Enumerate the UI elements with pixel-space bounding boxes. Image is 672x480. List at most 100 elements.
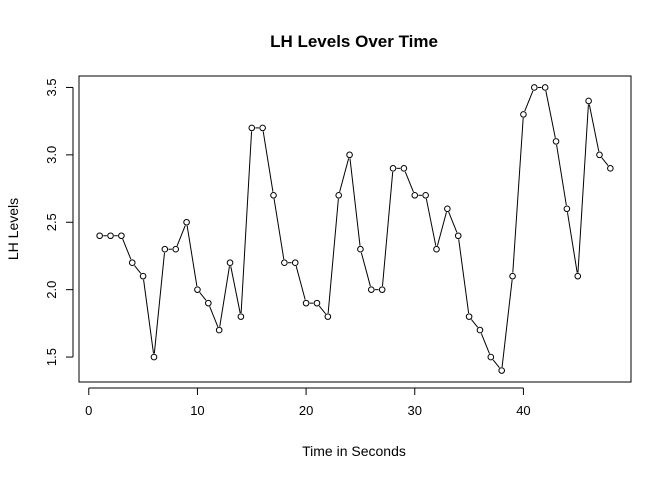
data-point	[237, 313, 245, 320]
series-line-segment	[230, 266, 241, 314]
data-point	[487, 353, 495, 361]
y-tick-label: 3.5	[44, 78, 59, 96]
series-line-segment	[122, 238, 132, 260]
series-line-segment	[153, 252, 165, 354]
data-point	[520, 111, 527, 118]
data-point	[433, 245, 440, 253]
series-line-segment	[262, 131, 274, 192]
data-point	[183, 218, 190, 226]
series-line-segment	[199, 292, 207, 301]
x-axis-label: Time in Seconds	[302, 443, 406, 459]
x-tick-label: 40	[516, 403, 530, 418]
data-point	[585, 97, 592, 105]
data-point	[107, 232, 114, 240]
series-line-segment	[470, 319, 479, 328]
data-point	[128, 259, 136, 267]
data-point	[302, 299, 310, 307]
y-tick-label: 2.5	[44, 213, 59, 231]
data-point	[357, 245, 364, 253]
data-point	[389, 165, 397, 172]
x-tick-label: 0	[85, 403, 92, 418]
data-point	[172, 245, 180, 253]
series-line-segment	[512, 117, 524, 273]
series-line-segment	[143, 279, 154, 354]
data-point	[161, 245, 169, 253]
data-point	[215, 326, 223, 334]
series-line-segment	[436, 212, 447, 246]
data-point	[530, 84, 538, 91]
y-tick-label: 1.5	[44, 348, 59, 366]
series-line-segment	[566, 212, 578, 273]
series-line-segment	[545, 90, 556, 138]
data-point	[498, 367, 505, 374]
data-point	[552, 138, 560, 145]
data-point	[411, 191, 419, 199]
data-point	[465, 313, 473, 320]
chart-title: LH Levels Over Time	[270, 32, 438, 51]
data-point	[291, 259, 299, 267]
data-point	[400, 165, 408, 172]
data-point	[281, 259, 288, 267]
series-line-segment	[492, 359, 500, 369]
data-point	[324, 313, 332, 320]
series-line-segment	[601, 157, 609, 166]
series-line-segment	[425, 198, 437, 246]
data-point	[248, 124, 256, 132]
data-point	[259, 124, 266, 132]
data-point	[346, 151, 353, 159]
series-line-segment	[501, 279, 513, 368]
y-axis: 1.5 2.0 2.5 3.0 3.5	[44, 78, 74, 366]
data-point	[335, 191, 343, 199]
series-line-segment	[448, 211, 458, 233]
series-line-segment	[134, 265, 142, 274]
series-line-segment	[458, 239, 470, 314]
series-group	[96, 84, 614, 374]
data-point	[118, 232, 125, 240]
data-point	[509, 272, 516, 280]
series-line-segment	[209, 306, 219, 327]
series-line-segment	[339, 158, 350, 192]
series-line-segment	[577, 104, 589, 273]
data-point	[563, 205, 571, 213]
data-point	[378, 286, 386, 293]
x-tick-label: 30	[408, 403, 422, 418]
series-line-segment	[176, 225, 186, 247]
plot-box	[78, 75, 632, 383]
data-point	[96, 232, 103, 240]
data-point	[541, 84, 549, 91]
series-line-segment	[556, 144, 567, 206]
y-tick-label: 3.0	[44, 146, 59, 164]
series-line-segment	[381, 171, 394, 287]
series-line-segment	[588, 104, 600, 152]
data-point	[444, 205, 451, 213]
data-point	[194, 286, 201, 293]
data-point	[226, 259, 234, 267]
series-line-segment	[186, 225, 198, 287]
x-axis: 0 10 20 30 40	[85, 387, 531, 418]
series-line-segment	[219, 266, 230, 327]
data-point	[367, 286, 375, 293]
data-point	[476, 326, 484, 334]
data-point	[150, 353, 158, 361]
data-point	[313, 299, 321, 307]
data-point	[270, 191, 277, 199]
series-line-segment	[273, 198, 285, 260]
x-tick-label: 10	[190, 403, 204, 418]
series-line-segment	[360, 252, 371, 287]
x-tick-label: 20	[299, 403, 313, 418]
data-point	[607, 165, 614, 172]
data-point	[139, 272, 147, 280]
series-line-segment	[327, 198, 339, 314]
data-point	[596, 151, 603, 159]
series-line-segment	[318, 305, 326, 315]
data-point	[454, 232, 462, 240]
series-line-segment	[349, 158, 361, 246]
data-point	[422, 191, 429, 199]
series-line-segment	[295, 266, 306, 300]
y-tick-label: 2.0	[44, 281, 59, 299]
data-point	[574, 272, 582, 280]
series-line-segment	[480, 333, 490, 354]
series-line-segment	[240, 131, 253, 314]
series-line-segment	[524, 90, 534, 112]
